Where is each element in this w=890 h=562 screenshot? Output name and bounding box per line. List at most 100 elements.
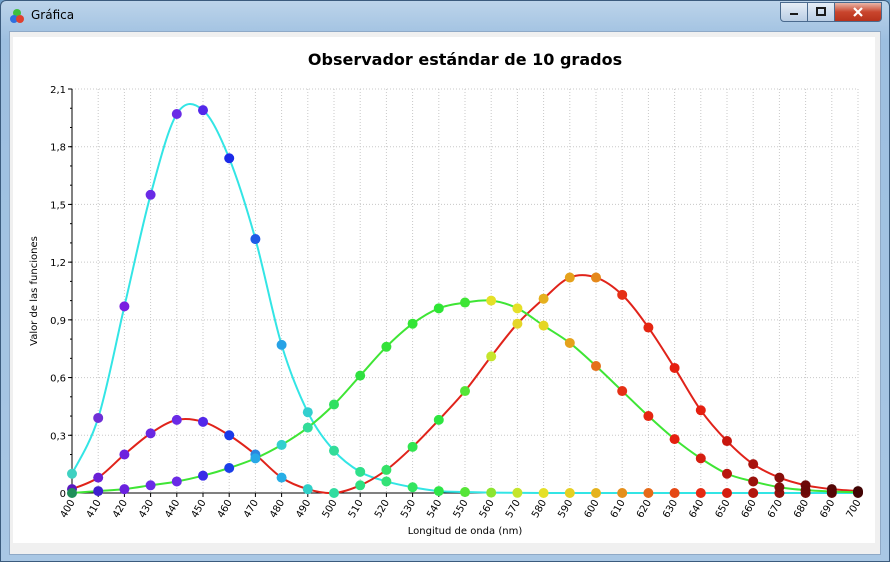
x-tick-label: 690 — [818, 498, 837, 520]
data-point-s2 — [538, 293, 549, 304]
data-point-s3 — [748, 476, 759, 487]
data-point-s2 — [355, 480, 366, 491]
data-point-s2 — [564, 272, 575, 283]
data-point-s2 — [512, 318, 523, 329]
x-tick-label: 430 — [137, 498, 156, 520]
data-point-s2 — [329, 488, 339, 498]
x-tick-label: 480 — [268, 498, 287, 520]
data-point-s2 — [669, 362, 680, 373]
minimize-button[interactable] — [780, 2, 808, 22]
data-point-s2 — [407, 441, 418, 452]
x-tick-label: 580 — [530, 498, 549, 520]
data-point-s2 — [171, 414, 182, 425]
x-tick-label: 550 — [452, 498, 471, 520]
data-point-s3 — [486, 295, 497, 306]
data-point-s3 — [853, 487, 863, 498]
x-tick-label: 410 — [85, 498, 104, 520]
title-bar[interactable]: Gráfica — [1, 1, 889, 29]
data-point-s2 — [381, 464, 392, 475]
y-tick-label: 0 — [60, 489, 66, 500]
data-point-s1 — [407, 482, 418, 493]
maximize-button[interactable] — [807, 2, 835, 22]
y-tick-label: 1,5 — [50, 200, 66, 211]
data-point-s3 — [460, 297, 470, 308]
window-title: Gráfica — [31, 8, 75, 22]
data-point-s1 — [276, 339, 287, 350]
data-point-s3 — [826, 486, 837, 497]
data-point-s1 — [119, 301, 130, 312]
x-tick-label: 670 — [766, 498, 785, 520]
data-point-s1 — [171, 109, 182, 120]
x-tick-label: 520 — [373, 498, 392, 520]
data-point-s1 — [564, 488, 575, 498]
x-tick-label: 640 — [687, 498, 706, 520]
data-point-s3 — [145, 480, 156, 491]
x-tick-label: 680 — [792, 498, 811, 520]
data-point-s2 — [695, 405, 706, 416]
data-point-s1 — [329, 445, 339, 456]
x-axis-label: Longitud de onda (nm) — [408, 526, 523, 537]
data-point-s1 — [381, 476, 392, 487]
data-point-s3 — [617, 386, 628, 397]
data-point-s3 — [722, 468, 732, 479]
data-point-s3 — [329, 399, 339, 410]
data-point-s3 — [355, 370, 366, 381]
data-point-s3 — [407, 318, 418, 329]
y-tick-label: 0,6 — [50, 374, 66, 385]
data-point-s3 — [538, 320, 549, 331]
data-point-s1 — [695, 488, 706, 498]
data-point-s3 — [591, 361, 601, 372]
x-tick-label: 600 — [583, 498, 602, 520]
data-point-s3 — [93, 486, 104, 497]
data-point-s3 — [198, 470, 208, 481]
data-point-s1 — [302, 407, 313, 418]
data-point-s3 — [250, 453, 261, 464]
y-axis-label: Valor de las funciones — [29, 236, 40, 346]
data-point-s1 — [591, 488, 601, 498]
data-point-s3 — [433, 303, 444, 314]
x-tick-label: 530 — [399, 498, 418, 520]
data-point-s3 — [669, 434, 680, 445]
x-tick-label: 650 — [714, 498, 733, 520]
data-point-s1 — [617, 488, 628, 498]
grid-lines — [71, 88, 859, 494]
x-tick-label: 460 — [216, 498, 235, 520]
data-point-s2 — [276, 472, 287, 483]
x-tick-label: 470 — [242, 498, 261, 520]
data-point-s3 — [67, 488, 77, 498]
app-icon — [10, 9, 24, 23]
data-point-s1 — [669, 488, 680, 498]
data-point-s2 — [486, 351, 497, 362]
data-point-s1 — [643, 488, 654, 498]
data-point-s1 — [538, 488, 549, 498]
data-point-s3 — [276, 439, 287, 450]
data-point-s1 — [224, 153, 235, 164]
data-point-s2 — [460, 386, 470, 397]
data-point-s1 — [355, 466, 366, 477]
x-tick-label: 420 — [111, 498, 130, 520]
data-point-s3 — [224, 462, 235, 473]
data-point-s2 — [224, 430, 235, 441]
data-point-s3 — [774, 482, 785, 493]
data-point-s2 — [591, 272, 601, 283]
data-point-s1 — [722, 488, 732, 498]
maximize-icon — [816, 7, 826, 16]
data-point-s3 — [381, 341, 392, 352]
data-point-s2 — [433, 414, 444, 425]
data-point-s2 — [774, 472, 785, 483]
data-point-s2 — [722, 436, 732, 447]
x-tick-label: 400 — [59, 498, 78, 520]
data-point-s3 — [643, 411, 654, 422]
data-point-s1 — [145, 189, 156, 200]
data-point-s3 — [512, 303, 523, 314]
minimize-icon — [790, 13, 798, 15]
data-point-s1 — [93, 412, 104, 423]
data-point-s2 — [617, 289, 628, 300]
x-tick-label: 700 — [845, 498, 864, 520]
data-point-s3 — [302, 422, 313, 433]
x-tick-label: 610 — [609, 498, 628, 520]
close-button[interactable] — [834, 2, 882, 22]
line-chart: Observador estándar de 10 grados Valor d… — [29, 50, 864, 537]
x-tick-label: 450 — [190, 498, 209, 520]
